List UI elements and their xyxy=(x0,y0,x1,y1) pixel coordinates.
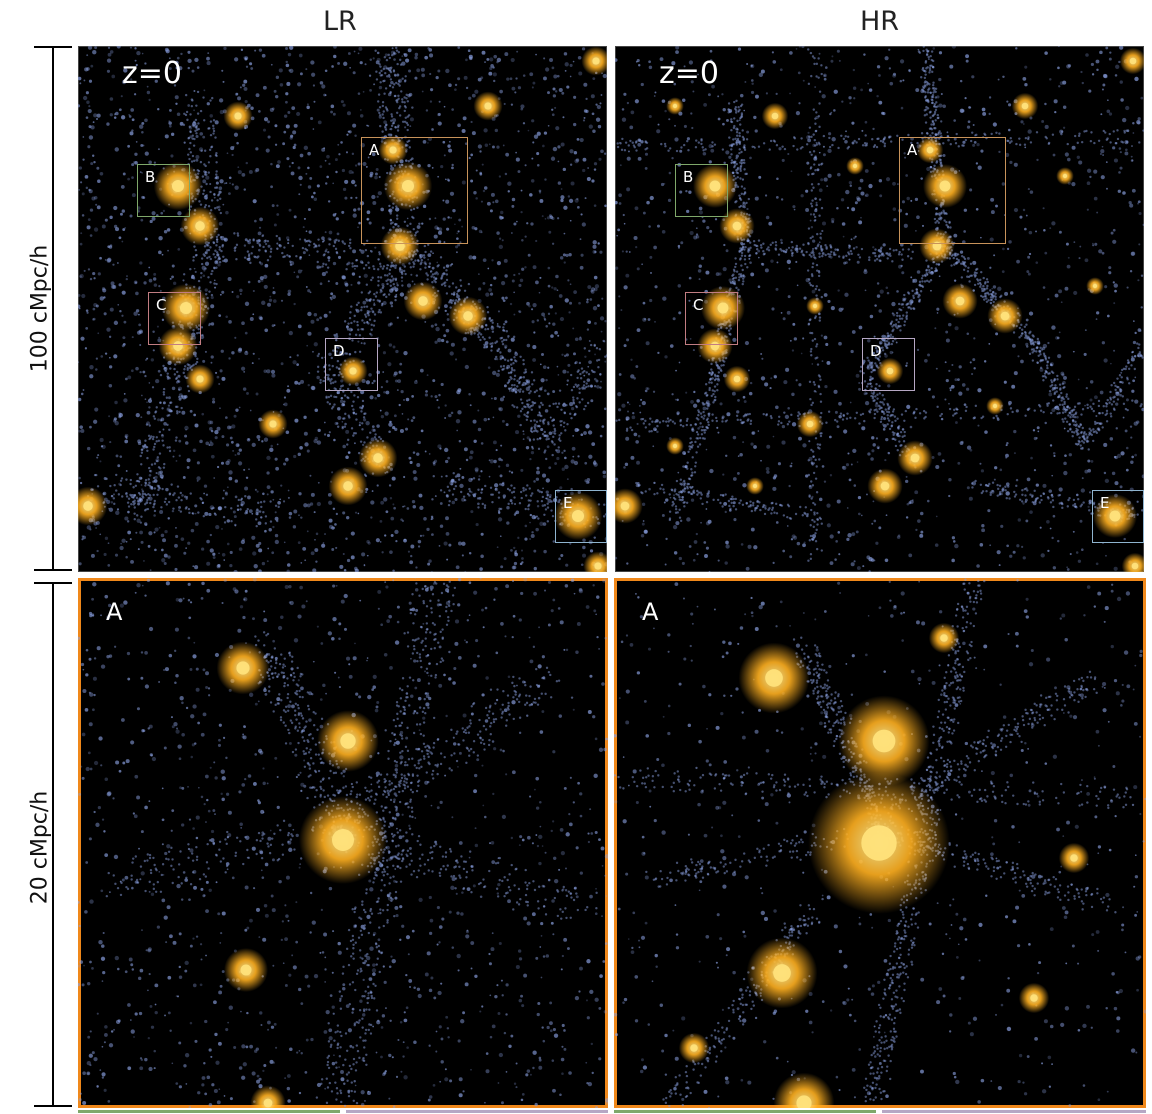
region-label: A xyxy=(369,141,380,159)
region-box-d: D xyxy=(862,338,915,391)
column-title-lr: LR xyxy=(323,6,357,37)
redshift-label: z=0 xyxy=(122,56,182,91)
hr-z0-particle-field xyxy=(615,46,1144,572)
zoom-region-label: A xyxy=(642,598,659,626)
region-label: D xyxy=(870,342,882,360)
region-box-e: E xyxy=(1092,490,1144,543)
scale-bar-top-cap-top xyxy=(34,46,72,48)
strip-green-left xyxy=(78,1110,340,1113)
region-label: D xyxy=(333,342,345,360)
region-box-b: B xyxy=(137,164,190,217)
hr-zoom-region-a-panel: A xyxy=(614,578,1146,1108)
region-label: E xyxy=(1100,494,1110,512)
lr-z0-particle-field xyxy=(78,46,607,572)
column-title-hr: HR xyxy=(860,6,900,37)
region-label: E xyxy=(563,494,573,512)
region-label: A xyxy=(907,141,918,159)
scale-bar-bottom-cap-bottom xyxy=(34,1105,72,1107)
scale-bar-bottom-vertical xyxy=(52,582,54,1106)
lr-z0-simulation-panel: z=0 A B C D E xyxy=(78,46,607,572)
region-box-c: C xyxy=(685,292,738,345)
lr-zoom-region-a-panel: A xyxy=(78,578,608,1108)
redshift-label: z=0 xyxy=(659,56,719,91)
region-box-a: A xyxy=(361,137,468,244)
strip-purple-left xyxy=(346,1110,608,1113)
strip-purple-right xyxy=(882,1110,1146,1113)
region-label: B xyxy=(683,168,694,186)
zoom-region-label: A xyxy=(106,598,123,626)
strip-green-right xyxy=(614,1110,876,1113)
scale-label-top: 100 cMpc/h xyxy=(27,244,53,373)
scale-label-bottom: 20 cMpc/h xyxy=(27,790,53,905)
region-label: B xyxy=(145,168,156,186)
region-box-e: E xyxy=(555,490,607,543)
region-box-c: C xyxy=(148,292,201,345)
hr-z0-simulation-panel: z=0 A B C D E xyxy=(615,46,1144,572)
scale-bar-bottom-cap-top xyxy=(34,582,72,584)
hr-zoom-particle-field xyxy=(614,578,1146,1108)
region-box-a: A xyxy=(899,137,1006,244)
region-box-b: B xyxy=(675,164,728,217)
scale-bar-top-cap-bottom xyxy=(34,569,72,571)
region-label: C xyxy=(156,296,167,314)
scale-bar-top-vertical xyxy=(52,46,54,570)
region-box-d: D xyxy=(325,338,378,391)
lr-zoom-particle-field xyxy=(78,578,608,1108)
region-label: C xyxy=(693,296,704,314)
